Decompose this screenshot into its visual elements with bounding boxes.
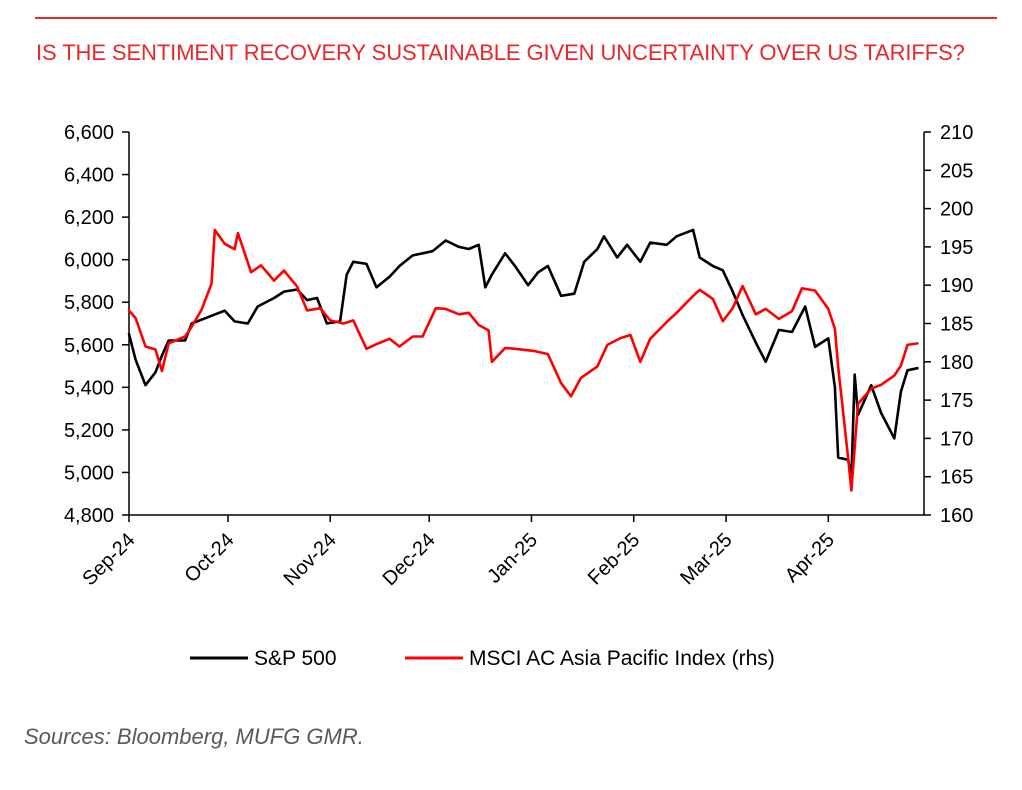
right-tick-label: 175	[940, 390, 973, 412]
x-axis: Sep-24 Oct-24 Nov-24 Dec-24 Jan-25 Feb-25 Mar-…	[78, 514, 924, 590]
left-tick-label: 6,600	[64, 122, 114, 144]
right-tick-label: 160	[940, 505, 973, 527]
left-tick-label: 5,200	[64, 420, 114, 442]
left-tick-label: 5,600	[64, 335, 114, 357]
chart-title: IS THE SENTIMENT RECOVERY SUSTAINABLE GI…	[36, 40, 965, 65]
right-tick-label: 180	[940, 352, 973, 374]
x-tick-label: Nov-24	[280, 529, 341, 590]
x-tick-label: Oct-24	[180, 529, 238, 587]
left-tick-label: 4,800	[64, 505, 114, 527]
x-tick-label: Apr-25	[781, 529, 839, 587]
right-tick-label: 190	[940, 275, 973, 297]
top-rule	[35, 17, 997, 19]
x-tick-label: Dec-24	[379, 529, 440, 590]
left-tick-label: 5,400	[64, 377, 114, 399]
x-tick-label: Sep-24	[78, 529, 139, 590]
legend-label-2: MSCI AC Asia Pacific Index (rhs)	[469, 647, 775, 670]
left-tick-label: 6,400	[64, 165, 114, 187]
plot-area	[127, 228, 919, 492]
source-note: Sources: Bloomberg, MUFG GMR.	[24, 724, 364, 749]
right-tick-label: 185	[940, 314, 973, 336]
right-tick-label: 170	[940, 428, 973, 450]
left-tick-label: 5,000	[64, 462, 114, 484]
right-tick-label: 210	[940, 122, 973, 144]
series-line-1	[127, 228, 919, 479]
x-tick-label: Feb-25	[584, 529, 644, 589]
x-tick-label: Jan-25	[483, 529, 542, 588]
right-tick-label: 200	[940, 199, 973, 221]
right-y-axis: 160 165 170 175 180 185 190 195 200 205 210	[923, 122, 973, 527]
right-tick-label: 205	[940, 160, 973, 182]
left-tick-label: 6,000	[64, 250, 114, 272]
right-tick-label: 165	[940, 467, 973, 489]
left-tick-label: 5,800	[64, 292, 114, 314]
legend-label-1: S&P 500	[254, 647, 337, 670]
x-tick-label: Mar-25	[676, 529, 736, 589]
left-tick-label: 6,200	[64, 207, 114, 229]
right-tick-label: 195	[940, 237, 973, 259]
left-y-axis: 4,800 5,000 5,200 5,400 5,600 5,800 6,000 6,200…	[64, 122, 130, 527]
series-line-2	[127, 228, 919, 492]
legend: S&P 500 MSCI AC Asia Pacific Index (rhs)	[190, 647, 775, 670]
